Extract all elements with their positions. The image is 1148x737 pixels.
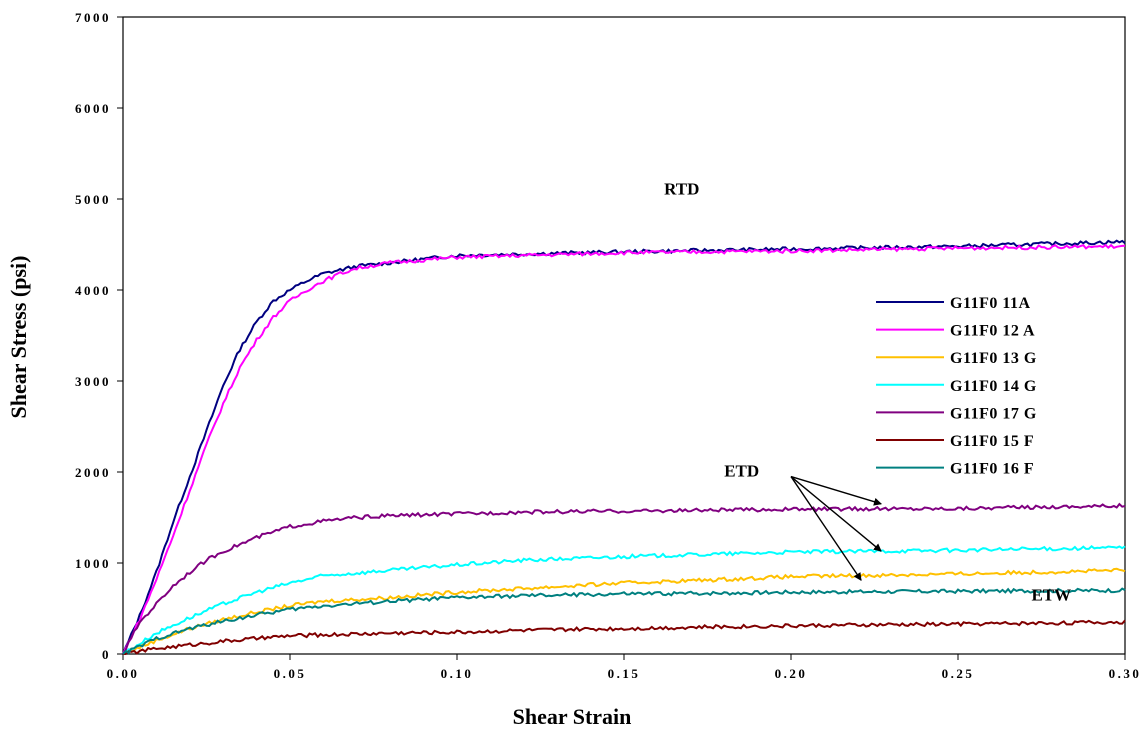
x-tick-label: 0.10 — [441, 666, 474, 681]
legend: G11F0 11A G11F0 12 A G11F0 13 G G11F0 14 G G… — [876, 295, 1037, 478]
x-tick-label: 0.00 — [107, 666, 140, 681]
series-line — [123, 619, 1126, 655]
legend-label: G11F0 15 F — [950, 433, 1034, 450]
y-tick-label: 4000 — [75, 283, 111, 298]
legend-label: G11F0 16 F — [950, 461, 1034, 478]
y-tick-label: 6000 — [75, 101, 111, 116]
y-axis-title: Shear Stress (psi) — [6, 256, 31, 419]
x-tick-label: 0.15 — [608, 666, 641, 681]
y-axis: 0 1000 2000 3000 4000 5000 6000 7000 — [75, 10, 123, 662]
series-line — [122, 243, 1126, 655]
annotation-layer: RTD ETD ETW — [664, 179, 1071, 604]
x-axis: 0.00 0.05 0.10 0.15 0.20 0.25 0.30 — [107, 654, 1142, 681]
legend-label: G11F0 17 G — [950, 405, 1037, 422]
y-tick-label: 2000 — [75, 465, 111, 480]
y-tick-label: 5000 — [75, 192, 111, 207]
x-tick-label: 0.05 — [274, 666, 307, 681]
y-tick-label: 0 — [102, 647, 111, 662]
annotation-arrow — [790, 476, 882, 552]
annotation-arrow — [790, 475, 882, 506]
series-line — [122, 239, 1126, 655]
y-tick-label: 1000 — [75, 556, 111, 571]
annotation-label: RTD — [664, 179, 699, 198]
y-tick-label: 7000 — [75, 10, 111, 25]
legend-label: G11F0 11A — [950, 295, 1031, 312]
series-layer — [122, 239, 1126, 655]
series-line — [122, 544, 1126, 655]
y-tick-label: 3000 — [75, 374, 111, 389]
annotation-arrow — [790, 476, 862, 581]
x-tick-label: 0.25 — [942, 666, 975, 681]
series-line — [122, 567, 1126, 655]
annotation-label: ETD — [724, 462, 759, 481]
plot-area — [122, 16, 1126, 655]
legend-label: G11F0 14 G — [950, 378, 1037, 395]
legend-label: G11F0 13 G — [950, 350, 1037, 367]
legend-label: G11F0 12 A — [950, 323, 1035, 340]
x-axis-title: Shear Strain — [513, 704, 632, 729]
x-tick-label: 0.20 — [775, 666, 808, 681]
x-tick-label: 0.30 — [1109, 666, 1142, 681]
series-line — [122, 587, 1126, 655]
annotation-label: ETW — [1031, 585, 1071, 604]
series-line — [122, 502, 1126, 655]
arrow-layer — [790, 475, 882, 581]
